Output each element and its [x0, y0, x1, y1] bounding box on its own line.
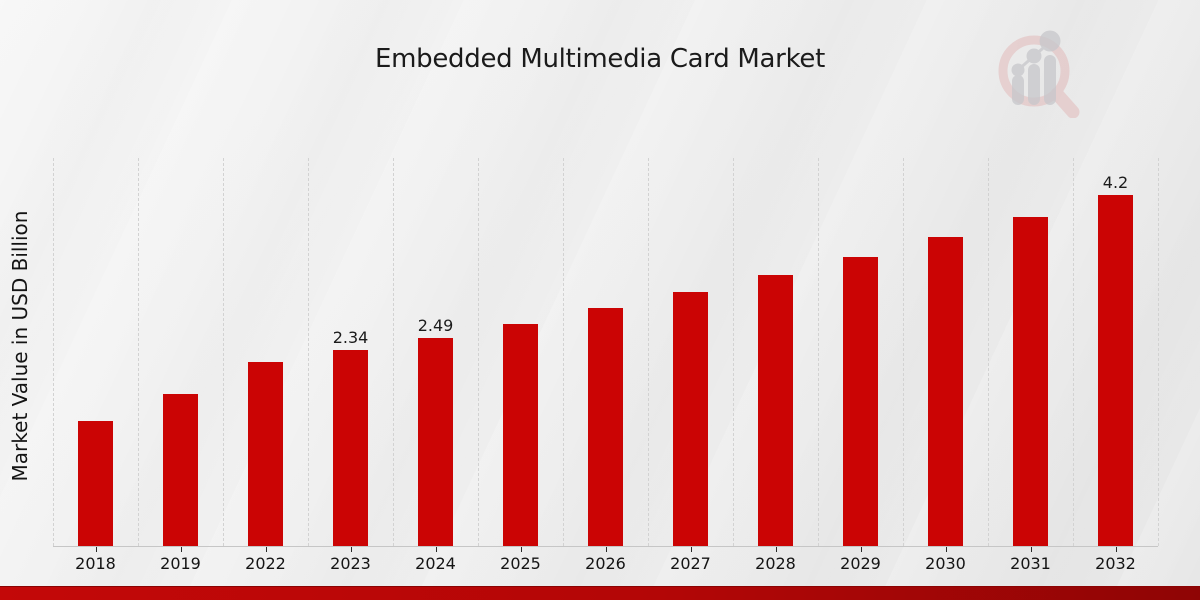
bar-value-label-2024: 2.49 [417, 315, 454, 335]
bar-value-label-2023: 2.34 [332, 328, 369, 348]
x-axis-label-2018: 2018 [75, 554, 116, 573]
chart-title: Embedded Multimedia Card Market [375, 44, 825, 74]
bar-2019 [163, 393, 198, 546]
gridline [393, 158, 394, 546]
bar-2029 [843, 256, 878, 546]
x-axis-tick [1115, 547, 1117, 552]
x-axis-tick [350, 547, 352, 552]
x-axis-label-2028: 2028 [755, 554, 796, 573]
plot-area: 2018 2019 2022 2.34 2023 2.49 2024 2025 2026 2027… [53, 158, 1159, 573]
x-axis-tick [605, 547, 607, 552]
x-axis-label-2024: 2024 [415, 554, 456, 573]
x-axis-tick [95, 547, 97, 552]
bar-2018 [78, 420, 113, 546]
x-axis-tick [1030, 547, 1032, 552]
x-axis-tick [860, 547, 862, 552]
x-axis-tick [520, 547, 522, 552]
x-axis-label-2030: 2030 [925, 554, 966, 573]
bar-2028 [758, 275, 793, 546]
gridline [478, 158, 479, 546]
gridline [733, 158, 734, 546]
gridline [1158, 158, 1159, 546]
gridline [223, 158, 224, 546]
bar-2027 [673, 291, 708, 546]
bar-2025 [503, 323, 538, 546]
x-axis-label-2026: 2026 [585, 554, 626, 573]
x-axis-label-2025: 2025 [500, 554, 541, 573]
bar-2032 [1098, 194, 1133, 546]
x-axis-label-2022: 2022 [245, 554, 286, 573]
x-axis-label-2019: 2019 [160, 554, 201, 573]
x-axis-label-2032: 2032 [1095, 554, 1136, 573]
footer-accent-bar [0, 586, 1200, 600]
x-axis-label-2031: 2031 [1010, 554, 1051, 573]
gridline [1073, 158, 1074, 546]
bar-value-label-2032: 4.2 [1102, 172, 1129, 192]
gridline [308, 158, 309, 546]
gridline [988, 158, 989, 546]
x-axis-tick [775, 547, 777, 552]
bar-2024 [418, 337, 453, 546]
rising-bar-chart-icon [1011, 30, 1061, 105]
gridline [903, 158, 904, 546]
x-axis-tick [690, 547, 692, 552]
x-axis-label-2023: 2023 [330, 554, 371, 573]
x-axis-tick [180, 547, 182, 552]
x-axis-tick [945, 547, 947, 552]
gridline [648, 158, 649, 546]
gridline [818, 158, 819, 546]
bar-2022 [248, 362, 283, 546]
brand-logo-watermark [998, 30, 1080, 118]
gridline [138, 158, 139, 546]
x-axis-tick [435, 547, 437, 552]
x-axis-label-2027: 2027 [670, 554, 711, 573]
bar-2026 [588, 307, 623, 546]
bar-2031 [1013, 216, 1048, 546]
x-axis-label-2029: 2029 [840, 554, 881, 573]
gridline [563, 158, 564, 546]
bar-2023 [333, 350, 368, 546]
gridline [53, 158, 54, 546]
bar-2030 [928, 237, 963, 546]
x-axis-tick [265, 547, 267, 552]
